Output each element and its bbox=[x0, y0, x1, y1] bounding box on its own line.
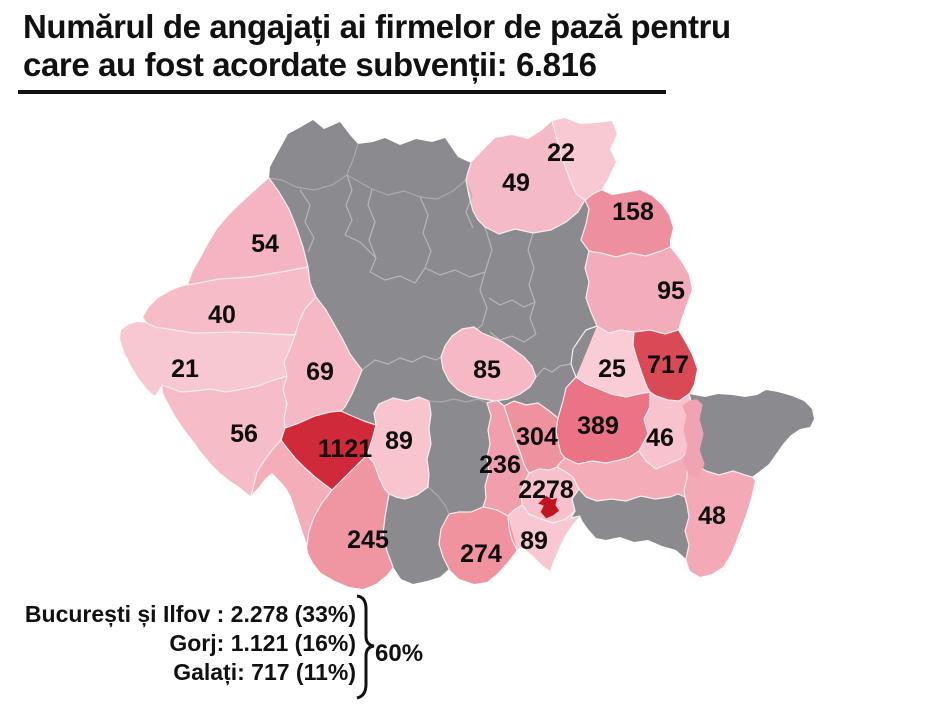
svg-text:85: 85 bbox=[473, 356, 501, 384]
svg-text:2278: 2278 bbox=[518, 476, 574, 504]
svg-text:89: 89 bbox=[520, 527, 548, 555]
svg-text:49: 49 bbox=[502, 169, 530, 197]
svg-text:274: 274 bbox=[460, 540, 502, 568]
svg-text:89: 89 bbox=[385, 427, 413, 455]
svg-text:389: 389 bbox=[577, 412, 619, 440]
svg-text:236: 236 bbox=[479, 451, 521, 479]
svg-text:22: 22 bbox=[547, 139, 575, 167]
svg-text:48: 48 bbox=[698, 502, 726, 530]
svg-text:158: 158 bbox=[612, 198, 654, 226]
svg-text:95: 95 bbox=[657, 277, 685, 305]
svg-text:25: 25 bbox=[598, 355, 626, 383]
svg-text:46: 46 bbox=[646, 424, 674, 452]
svg-text:304: 304 bbox=[516, 423, 558, 451]
svg-text:54: 54 bbox=[251, 230, 279, 258]
svg-text:69: 69 bbox=[306, 358, 334, 386]
svg-text:1121: 1121 bbox=[318, 435, 372, 463]
svg-text:56: 56 bbox=[230, 420, 258, 448]
svg-text:21: 21 bbox=[171, 355, 199, 383]
svg-text:245: 245 bbox=[347, 526, 389, 554]
svg-text:40: 40 bbox=[208, 301, 236, 329]
svg-text:717: 717 bbox=[647, 351, 689, 379]
